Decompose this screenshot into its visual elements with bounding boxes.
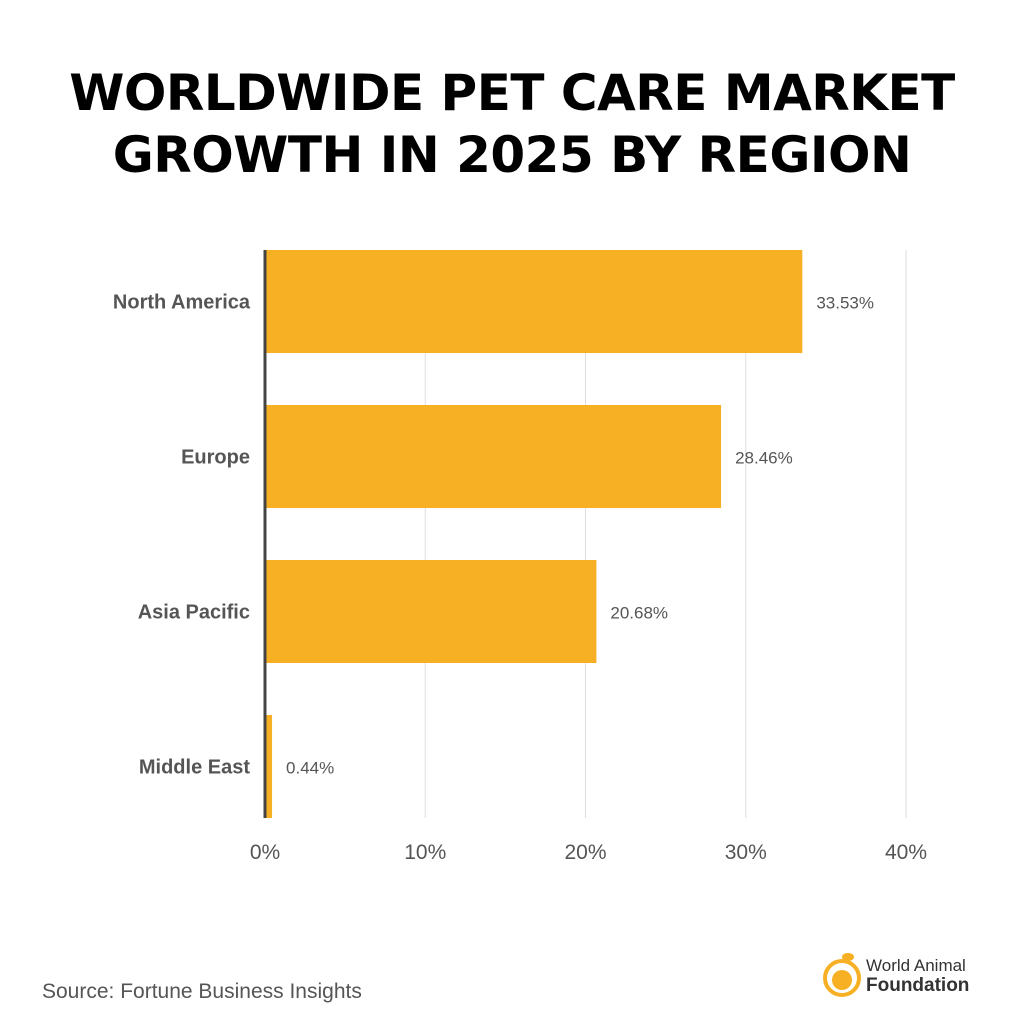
bar <box>265 715 273 818</box>
category-label: North America <box>113 292 251 314</box>
bar <box>265 405 722 508</box>
x-tick-label: 40% <box>885 841 927 864</box>
bar <box>265 250 803 353</box>
x-tick-label: 20% <box>564 841 606 864</box>
logo-line2: Foundation <box>866 975 970 996</box>
category-label: Asia Pacific <box>138 602 250 624</box>
x-tick-label: 30% <box>725 841 767 864</box>
pet-logo-icon <box>823 953 861 997</box>
x-tick-label: 0% <box>250 841 280 864</box>
value-label: 20.68% <box>610 604 668 623</box>
x-tick-label: 10% <box>404 841 446 864</box>
value-label: 33.53% <box>816 294 874 313</box>
chart-title: WORLDWIDE PET CARE MARKET GROWTH IN 2025… <box>69 64 955 184</box>
bar <box>265 560 597 663</box>
logo-line1: World Animal <box>866 956 966 975</box>
world-animal-foundation-logo: World Animal Foundation <box>822 950 1002 1000</box>
category-label: Europe <box>181 447 250 469</box>
value-label: 0.44% <box>286 759 334 778</box>
value-label: 28.46% <box>735 449 793 468</box>
category-label: Middle East <box>139 757 250 779</box>
source-note: Source: Fortune Business Insights <box>42 980 362 1003</box>
